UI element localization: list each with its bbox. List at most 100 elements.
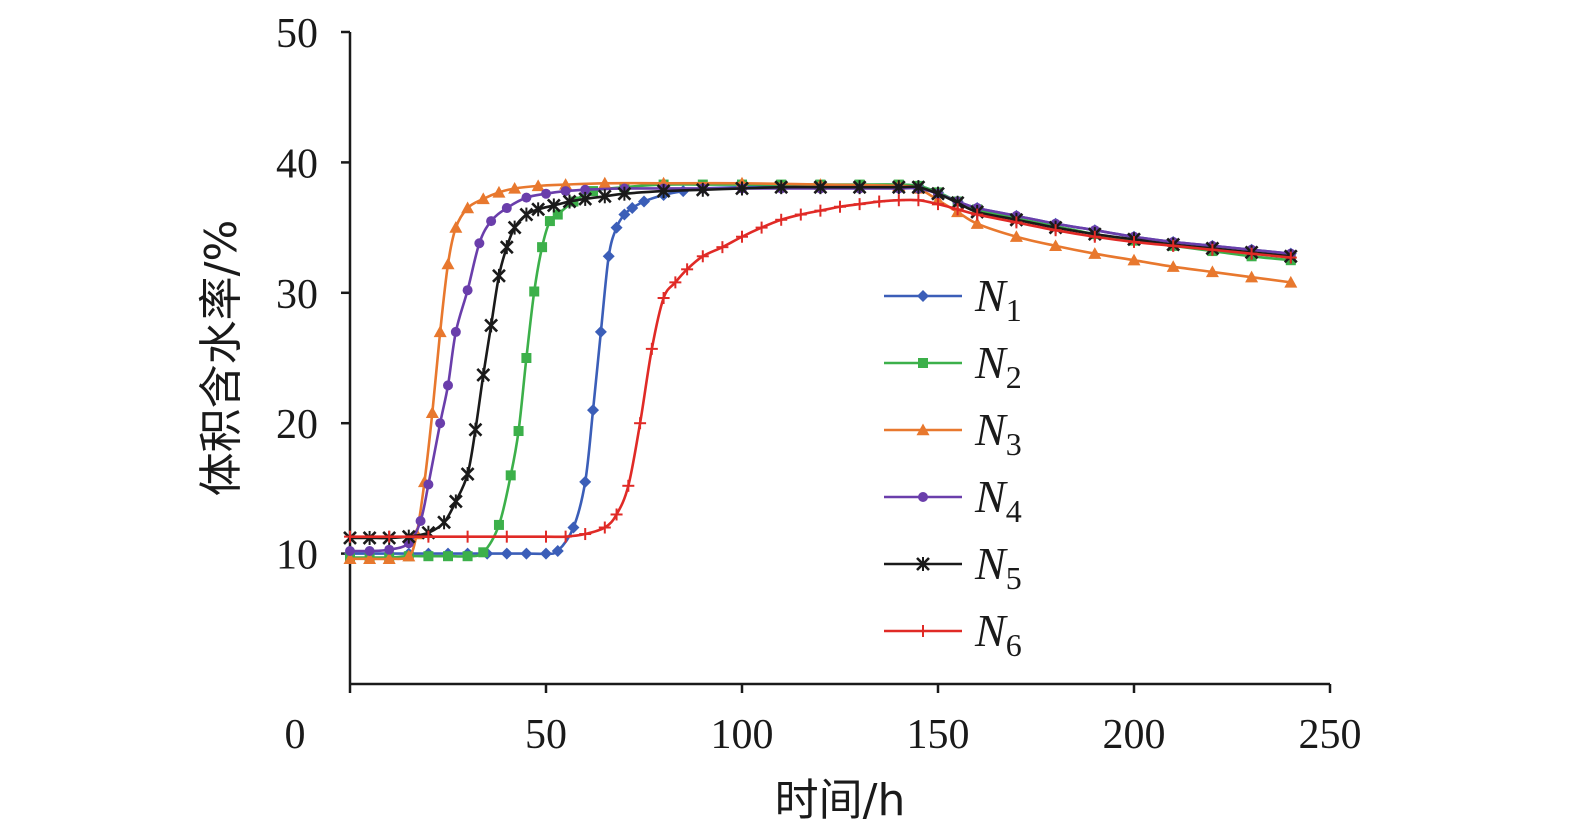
- data-point: [645, 342, 658, 355]
- data-point: [521, 353, 532, 363]
- legend-label: N5: [974, 538, 1022, 596]
- data-point: [853, 198, 866, 211]
- data-point: [541, 188, 551, 199]
- data-point: [1049, 239, 1063, 252]
- legend-label-subscript: 4: [1006, 493, 1022, 529]
- legend-label-main: N: [974, 270, 1008, 321]
- data-point: [696, 250, 709, 263]
- data-point: [476, 192, 490, 205]
- data-point: [1245, 270, 1259, 283]
- y-axis-label: 体积含水率/%: [196, 220, 247, 497]
- data-point: [638, 195, 650, 208]
- data-point: [971, 208, 984, 221]
- data-point: [1127, 253, 1141, 266]
- data-point: [382, 552, 396, 565]
- data-point: [587, 404, 600, 417]
- y-tick-label: 20: [276, 402, 318, 448]
- legend-item-n6: N6: [884, 605, 1022, 663]
- legend-label-subscript: 2: [1006, 359, 1022, 395]
- series-layer: [343, 176, 1298, 565]
- legend-marker: [916, 423, 930, 436]
- data-point: [364, 545, 375, 556]
- data-point: [814, 204, 827, 217]
- data-point: [559, 178, 573, 190]
- data-point: [435, 418, 446, 429]
- data-point: [911, 180, 926, 195]
- legend-label-main: N: [974, 404, 1008, 455]
- y-ticks: 10 20 30 40 50: [276, 11, 350, 579]
- data-point: [912, 194, 925, 207]
- data-point: [362, 530, 377, 545]
- data-point: [402, 549, 416, 562]
- data-point: [892, 194, 905, 207]
- data-point: [513, 426, 524, 437]
- legend-label-subscript: 1: [1006, 292, 1022, 328]
- data-point: [544, 216, 555, 227]
- data-point: [578, 191, 593, 206]
- data-point: [560, 186, 571, 197]
- data-point: [507, 220, 522, 235]
- data-point: [622, 479, 635, 492]
- data-point: [951, 203, 964, 216]
- data-point: [579, 475, 592, 488]
- data-point: [1167, 239, 1180, 252]
- data-point: [519, 207, 534, 222]
- data-point: [1205, 265, 1219, 278]
- legend-item-n3: N3: [884, 404, 1022, 462]
- data-point: [669, 276, 682, 289]
- data-point: [521, 192, 532, 203]
- data-point: [531, 202, 546, 217]
- data-point: [468, 422, 483, 437]
- data-point: [505, 470, 516, 481]
- data-point: [422, 530, 435, 543]
- data-point: [450, 326, 461, 337]
- data-point: [580, 184, 591, 195]
- data-point: [597, 189, 612, 204]
- data-point: [656, 184, 671, 199]
- data-point: [794, 208, 807, 221]
- y-tick-label: 50: [276, 11, 318, 57]
- data-point: [579, 528, 592, 541]
- data-point: [500, 547, 513, 560]
- data-point: [462, 551, 473, 562]
- data-point: [345, 545, 355, 556]
- legend-label-subscript: 5: [1006, 560, 1022, 596]
- data-point: [736, 230, 748, 243]
- data-point: [588, 186, 599, 197]
- data-point: [634, 417, 647, 430]
- y-tick-label: 10: [276, 533, 318, 579]
- data-point: [1284, 275, 1298, 288]
- data-point: [1128, 235, 1140, 248]
- data-point: [626, 202, 639, 215]
- data-point: [343, 552, 357, 565]
- data-point: [448, 494, 463, 509]
- x-tick-label: 0: [285, 712, 306, 758]
- data-point: [449, 221, 463, 233]
- data-point: [1284, 251, 1297, 264]
- data-point: [461, 530, 474, 543]
- data-point: [681, 263, 694, 276]
- legend-marker: [918, 358, 928, 368]
- data-point: [552, 209, 563, 220]
- data-point: [813, 180, 828, 195]
- data-point: [932, 198, 944, 211]
- legend-label: N3: [974, 404, 1022, 462]
- series-line-n6: [350, 198, 1291, 539]
- data-point: [1009, 230, 1023, 242]
- x-axis-label: 时间/h: [775, 775, 906, 826]
- data-point: [415, 516, 426, 526]
- data-point: [562, 194, 577, 209]
- x-tick-label: 150: [907, 712, 970, 758]
- x-tick-label: 100: [711, 712, 774, 758]
- data-point: [474, 238, 485, 249]
- data-point: [423, 479, 434, 490]
- data-point: [425, 406, 439, 418]
- data-point: [716, 241, 729, 254]
- data-point: [363, 552, 377, 565]
- data-point: [1010, 216, 1023, 229]
- data-point: [774, 180, 789, 195]
- legend-label: N1: [974, 270, 1022, 328]
- data-point: [540, 547, 552, 560]
- data-point: [1245, 247, 1258, 260]
- legend-marker: [917, 625, 929, 637]
